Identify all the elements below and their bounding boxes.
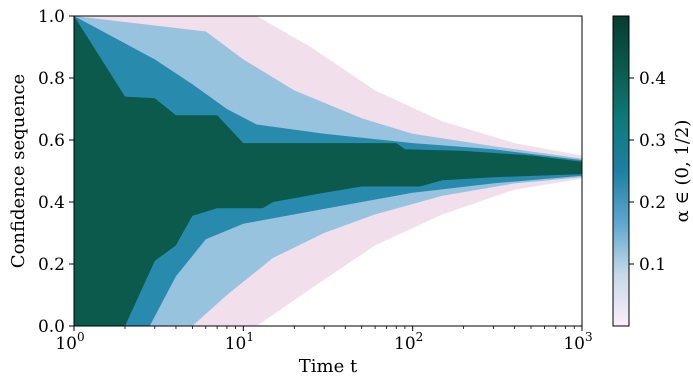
colorbar-tick-label: 0.2 bbox=[639, 193, 666, 213]
confidence-bands bbox=[74, 16, 582, 326]
y-tick-label: 0.8 bbox=[38, 69, 65, 89]
colorbar-tick-label: 0.1 bbox=[639, 255, 666, 275]
x-tick-label: 100 bbox=[55, 330, 84, 354]
x-axis-label: Time t bbox=[299, 356, 358, 376]
y-tick-label: 0.6 bbox=[38, 131, 65, 151]
x-tick-label: 102 bbox=[394, 330, 423, 354]
y-tick-label: 1.0 bbox=[38, 7, 65, 27]
colorbar bbox=[612, 15, 630, 327]
y-tick-label: 0.4 bbox=[38, 193, 65, 213]
y-axis-label: Confidence sequence bbox=[8, 74, 29, 268]
y-axis-ticks: 0.0 0.2 0.4 0.6 0.8 1.0 bbox=[38, 7, 74, 337]
colorbar-ticks: 0.1 0.2 0.3 0.4 bbox=[629, 69, 666, 275]
y-tick-label: 0.2 bbox=[38, 255, 65, 275]
x-tick-label: 103 bbox=[563, 330, 592, 354]
confidence-band bbox=[74, 16, 582, 326]
colorbar-tick-label: 0.3 bbox=[639, 131, 666, 151]
x-tick-label: 101 bbox=[225, 330, 254, 354]
x-axis-ticks: 100 101 102 103 bbox=[55, 326, 593, 354]
colorbar-tick-label: 0.4 bbox=[639, 69, 666, 89]
colorbar-label: α ∈ (0, 1/2) bbox=[672, 120, 693, 223]
plot-frame bbox=[73, 15, 583, 327]
y-tick-label: 0.0 bbox=[38, 317, 65, 337]
